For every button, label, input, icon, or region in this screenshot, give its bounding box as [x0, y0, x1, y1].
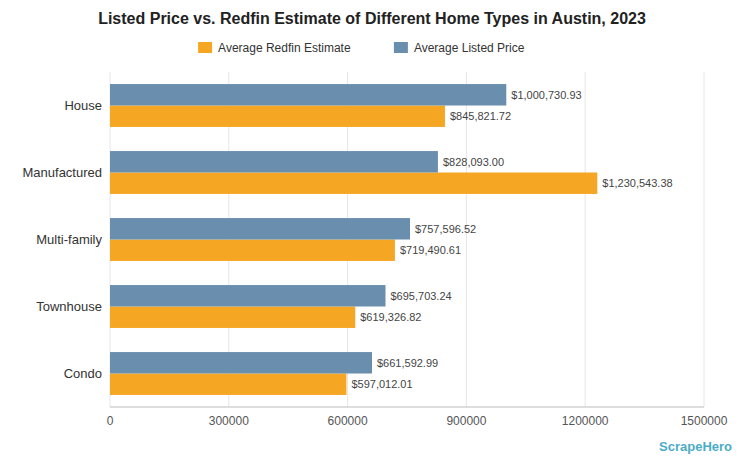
x-tick-label: 0 [107, 414, 114, 428]
data-label: $757,596.52 [415, 223, 476, 235]
category-label: Manufactured [23, 165, 103, 180]
data-label: $845,821.72 [450, 110, 511, 122]
bar [110, 173, 597, 194]
data-label: $1,000,730.93 [511, 89, 581, 101]
x-axis: 0 300000 600000 900000 1200000 1500000 [107, 72, 728, 428]
data-label: $619,326.82 [360, 311, 421, 323]
data-label: $828,093.00 [443, 156, 504, 168]
category-label: Condo [64, 366, 102, 381]
grid-line [466, 72, 467, 407]
x-axis-line [110, 407, 704, 408]
title: Listed Price vs. Redfin Estimate of Diff… [98, 10, 646, 27]
bar [110, 218, 410, 239]
legend-swatch [394, 42, 408, 53]
chart: Listed Price vs. Redfin Estimate of Diff… [0, 0, 744, 459]
data-label: $597,012.01 [351, 378, 412, 390]
data-label: $719,490.61 [400, 244, 461, 256]
bar [110, 285, 385, 306]
x-tick-label: 600000 [328, 414, 368, 428]
grid-line [585, 72, 586, 407]
legend-label: Average Listed Price [414, 41, 525, 55]
annotation: ScrapeHero [659, 439, 732, 454]
category-label: Townhouse [36, 299, 102, 314]
bar [110, 307, 355, 328]
bar [110, 352, 372, 373]
bar [110, 151, 438, 172]
bar [110, 240, 395, 261]
x-tick-label: 1200000 [562, 414, 609, 428]
legend-swatch [198, 42, 212, 53]
x-tick-label: 300000 [209, 414, 249, 428]
data-labels: $845,821.72 $1,230,543.38 $719,490.61 $619,… [351, 89, 672, 390]
bar [110, 84, 506, 105]
bar [110, 374, 346, 395]
x-tick-label: 1500000 [681, 414, 728, 428]
data-label: $1,230,543.38 [602, 177, 672, 189]
bar [110, 106, 445, 127]
data-label: $661,592.99 [377, 357, 438, 369]
grid-line [704, 72, 705, 407]
category-label: Multi-family [36, 232, 102, 247]
legend: Average Redfin Estimate Average Listed Pr… [198, 41, 525, 55]
data-label: $695,703.24 [390, 290, 451, 302]
x-tick-label: 900000 [446, 414, 486, 428]
category-label: House [64, 98, 102, 113]
legend-label: Average Redfin Estimate [218, 41, 351, 55]
bars [110, 84, 597, 395]
